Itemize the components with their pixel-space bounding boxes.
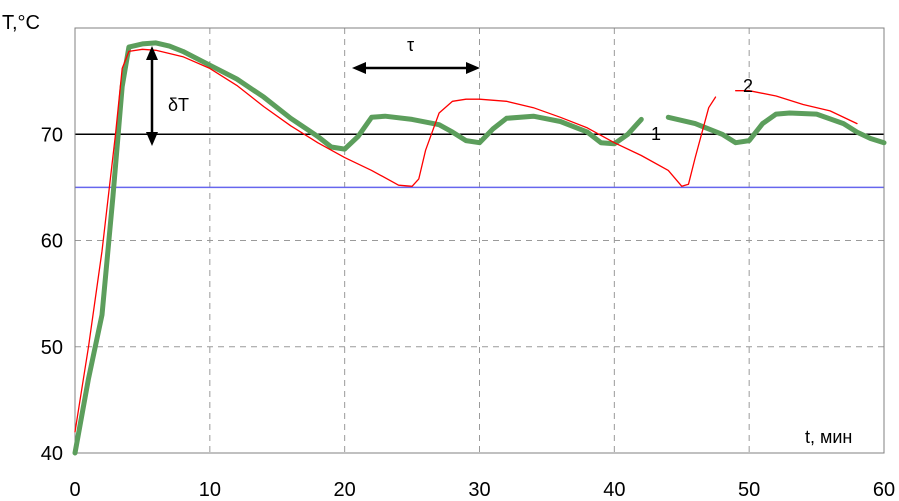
- tau-arrow-head-left: [352, 62, 366, 74]
- tau-arrow-head-right: [466, 62, 480, 74]
- delta-t-arrow-head-down: [146, 132, 158, 146]
- delta-t-label: δT: [168, 95, 189, 115]
- grid-lines: [75, 28, 884, 453]
- reference-lines: [75, 133, 884, 189]
- x-axis-label-background: [800, 424, 880, 450]
- y-tick-label: 40: [41, 443, 63, 465]
- x-tick-label: 40: [603, 479, 625, 501]
- y-tick-label: 60: [41, 231, 63, 253]
- y-tick-label: 70: [41, 124, 63, 146]
- delta-t-annotation: δT: [146, 46, 189, 146]
- y-axis-label: T,°C: [2, 12, 40, 34]
- plot-frame: [74, 27, 885, 454]
- series-line-1: [72, 40, 887, 456]
- x-tick-label: 10: [199, 479, 221, 501]
- curve-2-label: 2: [743, 76, 753, 96]
- x-tick-label: 30: [468, 479, 490, 501]
- curve-1-label: 1: [651, 124, 661, 144]
- tau-label: τ: [407, 35, 414, 55]
- delta-t-arrow-head-up: [146, 46, 158, 60]
- x-axis-label: t, мин: [805, 427, 852, 447]
- x-tick-label: 50: [738, 479, 760, 501]
- x-tick-label: 0: [69, 479, 80, 501]
- tick-labels: 0 10 20 30 40 50 60 40 50 60 70: [41, 124, 895, 501]
- series-lines: [72, 40, 887, 456]
- y-tick-label: 50: [41, 337, 63, 359]
- series-line-2: [74, 48, 858, 433]
- x-tick-label: 60: [873, 479, 895, 501]
- x-tick-label: 20: [334, 479, 356, 501]
- tau-annotation: τ: [352, 35, 480, 74]
